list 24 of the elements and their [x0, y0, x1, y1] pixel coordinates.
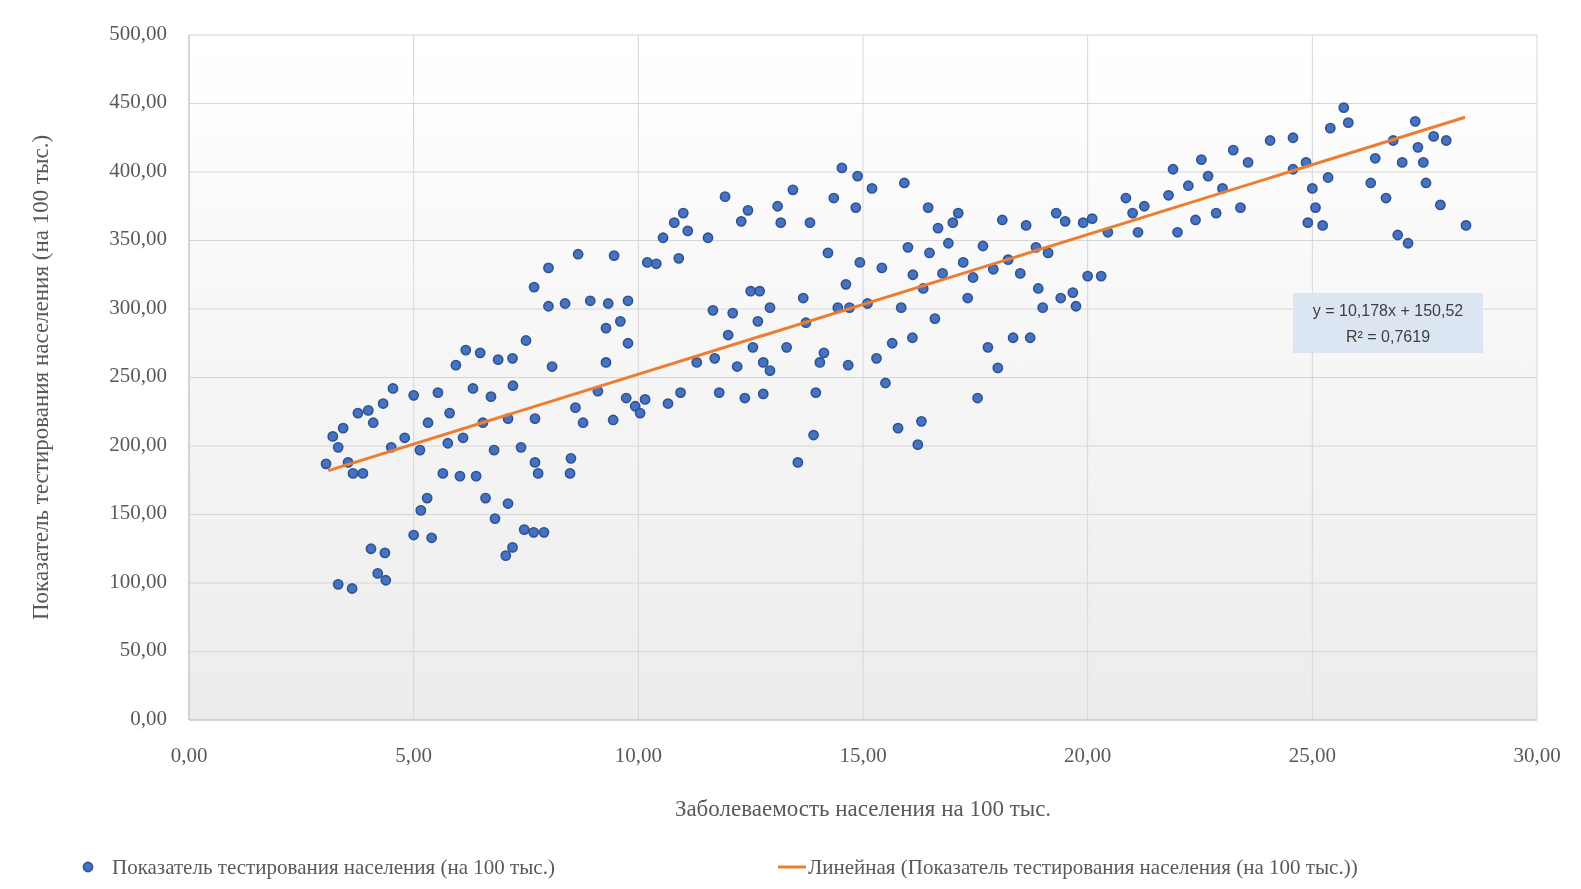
y-tick-label: 150,00 [109, 500, 167, 525]
y-tick-label: 400,00 [109, 157, 167, 182]
y-axis-title: Показатель тестирования населения (на 100 тыс.) [28, 134, 53, 621]
y-tick-label: 300,00 [109, 294, 167, 319]
y-tick-label: 100,00 [109, 568, 167, 593]
y-tick-label: 350,00 [109, 226, 167, 251]
legend-label: Линейная (Показатель тестирования населения (на 100 тыс.)) [808, 855, 1358, 879]
y-tick-label: 200,00 [109, 431, 167, 456]
x-tick-label: 10,00 [614, 743, 662, 767]
x-tick-label: 5,00 [395, 743, 433, 767]
x-tick-label: 25,00 [1288, 743, 1336, 767]
y-tick-label: 250,00 [109, 363, 167, 388]
y-tick-label: 0,00 [130, 705, 167, 730]
x-tick-label: 0,00 [170, 743, 208, 767]
annotation: R² = 0,7619 [1345, 328, 1431, 345]
x-tick-label: 20,00 [1064, 743, 1112, 767]
y-tick-label: 450,00 [109, 89, 167, 114]
x-tick-label: 30,00 [1513, 743, 1561, 767]
y-tick-label: 500,00 [109, 20, 167, 45]
legend-label: Показатель тестирования населения (на 100 тыс.) [112, 855, 555, 879]
y-tick-label: 50,00 [119, 637, 167, 662]
x-tick-label: 15,00 [839, 743, 887, 767]
x-axis-title: Заболеваемость населения на 100 тыс. [674, 796, 1052, 821]
annotation: y = 10,178x + 150,52 [1312, 302, 1464, 319]
